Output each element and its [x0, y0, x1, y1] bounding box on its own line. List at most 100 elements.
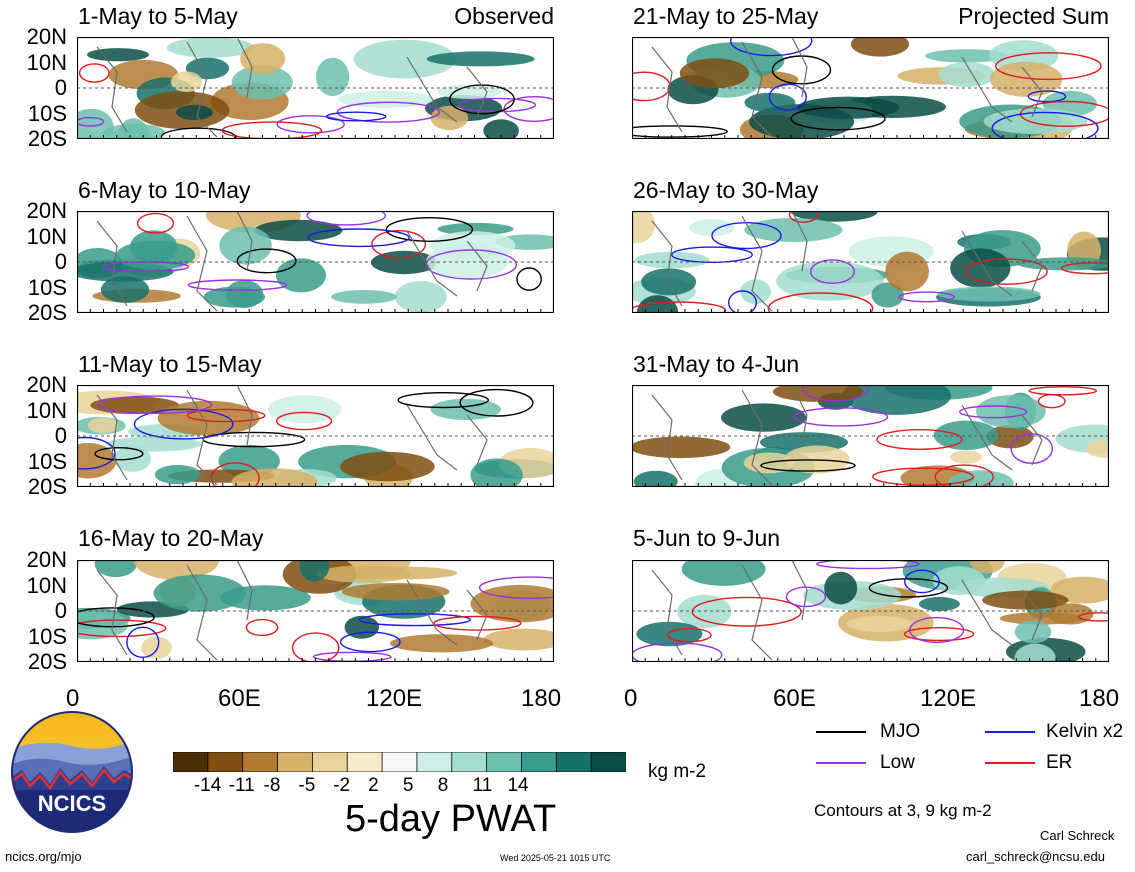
- contour-er: [245, 618, 279, 637]
- y-tick-label: 0: [54, 249, 67, 274]
- panel-title-left-4: 16-May to 20-May: [78, 525, 264, 551]
- contour-kelvin: [307, 228, 410, 248]
- pwat-anomaly-blob: [316, 57, 350, 97]
- contour-er: [221, 121, 323, 139]
- contour-mjo: [397, 392, 490, 409]
- x-tick-right-180: 180: [1079, 685, 1120, 712]
- pwat-anomaly-blob: [77, 108, 114, 139]
- x-tick-right-0: 0: [624, 685, 638, 712]
- pwat-anomaly-blob: [166, 37, 255, 58]
- ncics-logo: NCICS: [10, 710, 134, 834]
- panel-tag-left: Observed: [454, 3, 554, 29]
- panel-title-right-3: 31-May to 4-Jun: [633, 351, 800, 377]
- pwat-anomaly-blob: [87, 48, 149, 62]
- contour-mjo: [236, 248, 297, 274]
- colorbar-swatch: [242, 751, 279, 773]
- contour-er: [1037, 394, 1066, 409]
- y-tick-label: 0: [54, 598, 67, 623]
- contour-er: [691, 596, 802, 627]
- pwat-anomaly-blob: [117, 118, 150, 139]
- panel-title-left-1: 1-May to 5-May: [78, 3, 238, 29]
- y-tick-label: 10S: [27, 100, 67, 126]
- panel-title-right-2: 26-May to 30-May: [633, 177, 819, 203]
- contour-low: [632, 642, 723, 662]
- pwat-anomaly-blob: [681, 560, 766, 586]
- map-panel-right-3: [632, 385, 1109, 487]
- contour-mjo: [771, 55, 832, 85]
- colorbar-tick-label: -8: [263, 775, 281, 796]
- pwat-anomaly-blob: [871, 282, 904, 308]
- panel-tag-right: Projected Sum: [958, 3, 1109, 29]
- y-tick-label: 20S: [27, 300, 67, 325]
- colorbar-swatch: [346, 751, 383, 773]
- pwat-anomaly-blob: [925, 49, 1009, 63]
- pwat-anomaly-blob: [1017, 257, 1109, 271]
- pwat-anomaly-blob: [153, 574, 246, 612]
- x-tick-right-60e: 60E: [773, 685, 816, 712]
- x-tick-left-120e: 120E: [366, 685, 423, 712]
- contour-low: [802, 385, 869, 402]
- pwat-anomaly-blob: [976, 395, 1046, 428]
- y-tick-label: 20N: [26, 547, 67, 572]
- contour-er: [632, 71, 671, 102]
- contour-low: [959, 405, 1028, 419]
- contour-er: [876, 429, 963, 451]
- colorbar-swatch: [207, 751, 244, 773]
- pwat-anomaly-blob: [677, 594, 732, 629]
- colorbar-swatch: [277, 751, 314, 773]
- pwat-anomaly-blob: [744, 218, 843, 242]
- pwat-anomaly-blob: [772, 385, 864, 402]
- colorbar-tick-label: 8: [437, 775, 449, 796]
- y-tick-label: 0: [54, 423, 67, 448]
- colorbar-tick-label: 11: [472, 775, 493, 796]
- pwat-anomaly-blob: [353, 39, 457, 79]
- pwat-anomaly-blob: [299, 560, 330, 582]
- y-tick-label: 10S: [27, 274, 67, 300]
- contour-low: [1010, 433, 1054, 464]
- contour-mjo: [516, 267, 542, 291]
- colorbar-swatch: [311, 751, 348, 773]
- pwat-anomaly-blob: [918, 596, 960, 612]
- pwat-anomaly-blob: [341, 583, 450, 601]
- pwat-anomaly-blob: [950, 450, 982, 464]
- legend-label-er: ER: [1046, 752, 1073, 773]
- pwat-anomaly-blob: [824, 571, 858, 605]
- coastline: [96, 37, 488, 138]
- contour-low: [425, 249, 517, 280]
- pwat-anomaly-blob: [394, 281, 447, 313]
- pwat-anomaly-blob: [983, 108, 1088, 134]
- footer-timestamp: Wed 2025-05-21 1015 UTC: [500, 853, 611, 863]
- coastline: [96, 385, 488, 486]
- x-tick-left-60e: 60E: [218, 685, 261, 712]
- footer-author: Carl Schreck: [1040, 828, 1115, 843]
- pwat-anomaly-blob: [846, 615, 913, 632]
- contour-low: [478, 576, 554, 599]
- pwat-anomaly-blob: [689, 219, 735, 237]
- contour-er: [788, 211, 819, 223]
- panel-title-right-4: 5-Jun to 9-Jun: [633, 525, 781, 551]
- contour-er: [1061, 262, 1109, 275]
- legend-line-er: [985, 762, 1035, 764]
- contour-er: [186, 408, 266, 423]
- coastline: [96, 211, 488, 312]
- pwat-anomaly-blob: [430, 105, 469, 131]
- map-panel-right-4: [632, 560, 1109, 662]
- pwat-anomaly-blob: [154, 465, 201, 485]
- contour-mjo: [760, 459, 856, 472]
- contour-er: [210, 462, 260, 487]
- pwat-anomaly-blob: [344, 615, 379, 639]
- contour-kelvin: [325, 111, 387, 122]
- panel-title-left-3: 11-May to 15-May: [78, 351, 262, 377]
- contour-low: [898, 291, 955, 303]
- pwat-anomaly-blob: [157, 400, 260, 436]
- pwat-anomaly-blob: [1014, 643, 1056, 662]
- contour-kelvin: [339, 631, 401, 653]
- contour-low: [77, 116, 105, 127]
- contour-mjo: [160, 127, 236, 139]
- contour-kelvin: [991, 111, 1099, 139]
- contour-er: [371, 229, 427, 259]
- legend-line-kelvin: [985, 731, 1035, 733]
- coastline: [651, 385, 1043, 486]
- contour-mjo: [94, 446, 144, 461]
- map-panel-left-4: [77, 560, 554, 662]
